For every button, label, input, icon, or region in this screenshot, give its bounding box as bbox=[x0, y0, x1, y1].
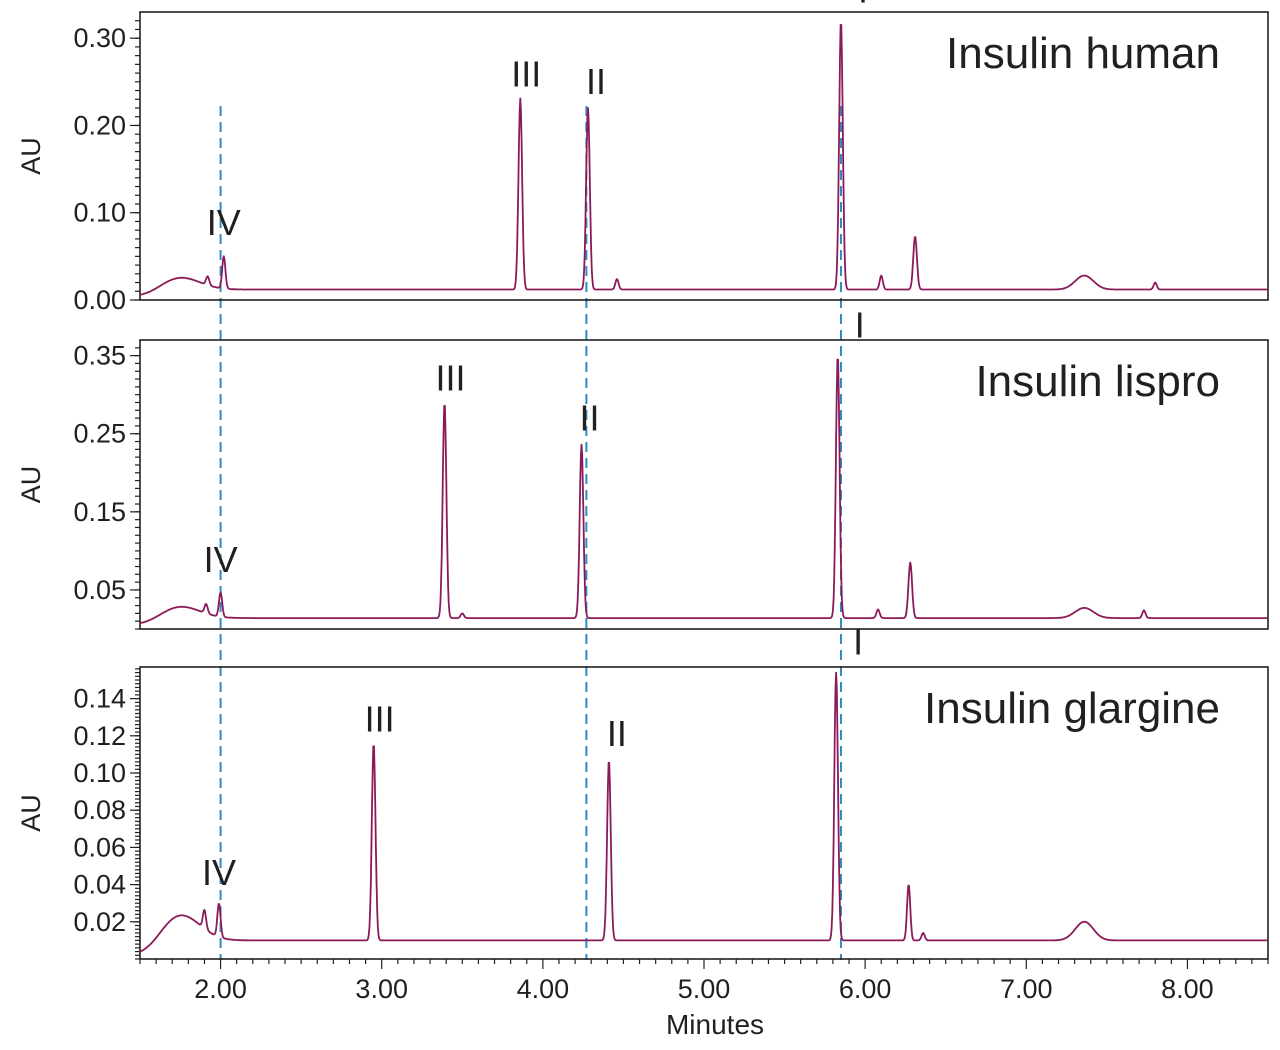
y-axis-label: AU bbox=[16, 466, 46, 504]
peak-label: I bbox=[855, 305, 865, 346]
y-tick-label: 0.20 bbox=[73, 110, 126, 140]
peak-label: III bbox=[436, 357, 466, 398]
y-axis-label: AU bbox=[16, 137, 46, 175]
peak-label: IV bbox=[207, 202, 241, 243]
peak-label: IV bbox=[204, 539, 238, 580]
series-trace bbox=[139, 358, 1269, 625]
series-trace bbox=[139, 671, 1269, 953]
x-tick-label: 5.00 bbox=[678, 974, 731, 1004]
y-tick-label: 0.14 bbox=[73, 684, 126, 714]
y-tick-label: 0.02 bbox=[73, 907, 126, 937]
peak-label: II bbox=[580, 398, 600, 439]
y-tick-label: 0.35 bbox=[73, 341, 126, 371]
reference-lines bbox=[219, 106, 842, 960]
panel-title: Insulin lispro bbox=[975, 357, 1220, 406]
y-axis-label: AU bbox=[16, 794, 46, 832]
panel-3: 0.02 0.04 0.06 0.08 0.10 0.12 0.14 AU Insulin gl… bbox=[16, 622, 1269, 960]
y-tick-label: 0.08 bbox=[73, 795, 126, 825]
y-tick-label: 0.06 bbox=[73, 832, 126, 862]
y-tick-label: 0.10 bbox=[73, 758, 126, 788]
y-tick-label: 0.25 bbox=[73, 419, 126, 449]
panel-title: Insulin human bbox=[946, 29, 1220, 78]
peak-label: II bbox=[607, 713, 627, 754]
peak-label: I bbox=[853, 622, 863, 663]
x-tick-label: 4.00 bbox=[517, 974, 570, 1004]
x-axis-label: Minutes bbox=[666, 1009, 764, 1040]
peak-label: III bbox=[511, 53, 541, 94]
x-tick-label: 2.00 bbox=[194, 974, 247, 1004]
peak-label: IV bbox=[202, 852, 236, 893]
peak-label: I bbox=[858, 0, 868, 11]
y-tick-label: 0.10 bbox=[73, 198, 126, 228]
y-tick-label: 0.30 bbox=[73, 23, 126, 53]
x-tick-label: 6.00 bbox=[839, 974, 892, 1004]
y-tick-label: 0.05 bbox=[73, 575, 126, 605]
y-tick-label: 0.00 bbox=[73, 285, 126, 315]
y-tick-label: 0.04 bbox=[73, 870, 126, 900]
series-trace bbox=[139, 23, 1269, 296]
peak-label: III bbox=[365, 698, 395, 739]
x-axis: 2.00 3.00 4.00 5.00 6.00 7.00 8.00 bbox=[139, 959, 1269, 1004]
x-tick-label: 3.00 bbox=[355, 974, 408, 1004]
x-tick-label: 7.00 bbox=[1000, 974, 1053, 1004]
panel-title: Insulin glargine bbox=[924, 684, 1220, 733]
panel-frame bbox=[139, 11, 1269, 301]
y-tick-label: 0.12 bbox=[73, 721, 126, 751]
panel-frame bbox=[139, 339, 1269, 630]
x-tick-label: 8.00 bbox=[1161, 974, 1214, 1004]
y-tick-label: 0.15 bbox=[73, 497, 126, 527]
peak-label: II bbox=[586, 61, 606, 102]
